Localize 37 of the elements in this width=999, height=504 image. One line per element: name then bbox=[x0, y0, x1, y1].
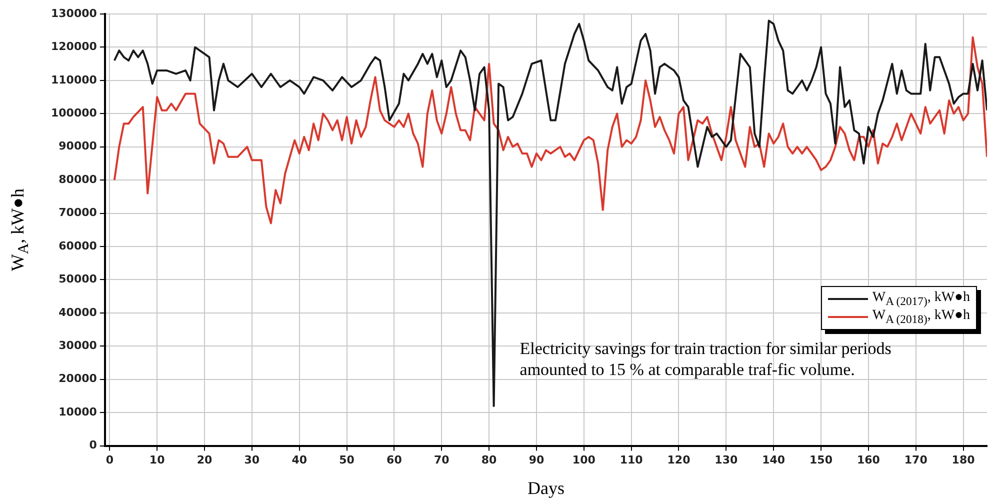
y-tick-label: 20000 bbox=[58, 372, 98, 386]
x-tick-label: 10 bbox=[149, 453, 166, 466]
x-tick-label: 180 bbox=[952, 453, 976, 466]
y-tick-label: 0 bbox=[89, 438, 98, 452]
y-tick-label: 10000 bbox=[58, 405, 98, 418]
x-tick-label: 140 bbox=[762, 453, 786, 466]
legend-label: W$_{A (2018)}$, kW●h bbox=[872, 308, 970, 326]
y-tick-label: 50000 bbox=[58, 272, 98, 286]
x-tick-label: 50 bbox=[339, 453, 355, 466]
y-tick-label: 90000 bbox=[58, 140, 98, 153]
x-tick-label: 160 bbox=[856, 453, 880, 466]
x-tick-label: 40 bbox=[292, 453, 308, 466]
x-tick-label: 0 bbox=[106, 453, 114, 466]
x-tick-label: 120 bbox=[667, 453, 691, 466]
legend-label: W$_{A (2017)}$, kW●h bbox=[872, 290, 970, 308]
y-tick-label: 120000 bbox=[50, 40, 98, 54]
x-tick-label: 170 bbox=[904, 453, 928, 466]
y-tick-label: 60000 bbox=[58, 239, 98, 252]
x-tick-label: 150 bbox=[810, 453, 833, 466]
y-tick-label: 80000 bbox=[58, 172, 98, 186]
x-tick-label: 80 bbox=[481, 453, 498, 466]
y-tick-label: 30000 bbox=[58, 339, 98, 352]
x-tick-label: 100 bbox=[572, 453, 596, 466]
y-tick-label: 100000 bbox=[50, 106, 98, 120]
x-axis-title: Days bbox=[527, 478, 564, 499]
y-tick-label: 40000 bbox=[58, 306, 98, 319]
y-tick-label: 70000 bbox=[58, 206, 98, 220]
y-tick-label: 130000 bbox=[50, 6, 98, 20]
x-tick-label: 20 bbox=[196, 453, 213, 466]
x-tick-label: 30 bbox=[244, 453, 260, 466]
y-tick-label: 110000 bbox=[50, 73, 98, 86]
x-tick-label: 70 bbox=[434, 453, 450, 466]
x-tick-label: 110 bbox=[620, 453, 644, 466]
x-tick-label: 130 bbox=[714, 453, 738, 466]
x-tick-label: 90 bbox=[528, 453, 544, 466]
x-tick-label: 60 bbox=[386, 453, 402, 466]
annotation: Electricity savings for train traction for similar periods amounted to 15 % at comparable traf-fic volume. bbox=[520, 338, 892, 380]
